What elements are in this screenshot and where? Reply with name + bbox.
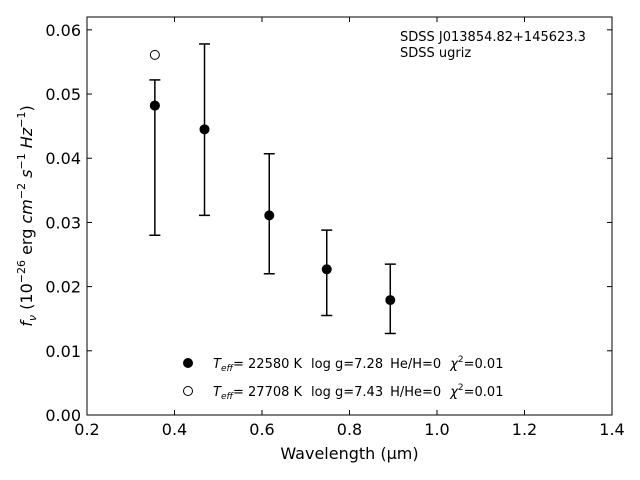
- y-tick-label: 0.03: [45, 213, 81, 232]
- y-label-hz: Hz: [17, 127, 36, 153]
- data-point: [321, 264, 332, 275]
- data-marks: [149, 43, 396, 335]
- survey-name: SDSS ugriz: [400, 46, 471, 61]
- y-label-open: (10: [17, 283, 36, 315]
- legend-1-logg: log g=7.28: [311, 357, 383, 372]
- x-tick-label: 0.8: [337, 420, 362, 439]
- y-label-cm: cm: [17, 199, 36, 223]
- legend-marker-open: [183, 386, 193, 396]
- legend-2-chi-value: =0.01: [464, 385, 504, 400]
- legend-entry-2: Teff= 27708 K log g=7.43 H/He=0 χ2=0.01: [213, 383, 503, 402]
- data-point: [385, 295, 396, 306]
- legend-2-ratio: H/He=0: [390, 385, 441, 400]
- y-tick-label: 0.02: [45, 278, 81, 297]
- legend-2-teff: T: [213, 385, 222, 400]
- x-tick-label: 0.6: [249, 420, 274, 439]
- y-label-exponent-m2: −2: [15, 183, 28, 199]
- y-tick-label: 0.06: [45, 21, 81, 40]
- axis-ticks: 0.2 0.4 0.6 0.8 1.0 1.2 1.4 0.00 0.01 0.02 0.03 0.0…: [45, 17, 625, 439]
- x-tick-label: 1.0: [424, 420, 449, 439]
- legend-2-chi: χ: [449, 385, 459, 400]
- y-label-exponent-m1b: −1: [15, 112, 28, 128]
- x-axis-label: Wavelength (μm): [280, 444, 418, 463]
- y-label-exponent-26: −26: [15, 260, 28, 283]
- legend-1-chi: χ: [449, 357, 459, 372]
- legend-marker-filled: [183, 358, 193, 368]
- x-tick-label: 1.2: [512, 420, 537, 439]
- legend-1-chi-value: =0.01: [464, 357, 504, 372]
- x-tick-label: 0.2: [74, 420, 99, 439]
- y-label-f: f: [17, 319, 36, 327]
- model-point-filled: [149, 100, 160, 111]
- y-tick-label: 0.05: [45, 85, 81, 104]
- y-label-erg: erg: [17, 224, 36, 260]
- legend-1-chi-exp: 2: [458, 355, 464, 365]
- legend-entry-1: Teff= 22580 K log g=7.28 He/H=0 χ2=0.01: [213, 355, 503, 374]
- data-point: [199, 124, 210, 135]
- y-label-s: s: [17, 170, 36, 183]
- plot-frame: [86, 16, 613, 416]
- legend-2-teff-value: = 27708 K: [233, 385, 303, 400]
- x-tick-label: 0.4: [162, 420, 187, 439]
- model-point-open: [149, 49, 160, 60]
- y-label-close: ): [17, 105, 36, 111]
- legend-1-ratio: He/H=0: [390, 357, 441, 372]
- data-point: [264, 210, 275, 221]
- legend-1-teff: T: [213, 357, 222, 372]
- y-tick-label: 0.00: [45, 406, 81, 425]
- y-label-exponent-m1a: −1: [15, 153, 28, 169]
- object-name: SDSS J013854.82+145623.3: [400, 30, 586, 45]
- legend-2-chi-exp: 2: [458, 383, 464, 393]
- y-tick-label: 0.04: [45, 149, 81, 168]
- legend-1-teff-sub: eff: [221, 364, 235, 374]
- y-tick-label: 0.01: [45, 342, 81, 361]
- y-label-nu-subscript: ν: [26, 315, 39, 321]
- legend-2-logg: log g=7.43: [311, 385, 383, 400]
- x-tick-label: 1.4: [599, 420, 624, 439]
- y-axis-label: fν (10−26 erg cm−2 s−1 Hz−1): [15, 105, 39, 326]
- legend-2-teff-sub: eff: [221, 392, 235, 402]
- legend-1-teff-value: = 22580 K: [233, 357, 303, 372]
